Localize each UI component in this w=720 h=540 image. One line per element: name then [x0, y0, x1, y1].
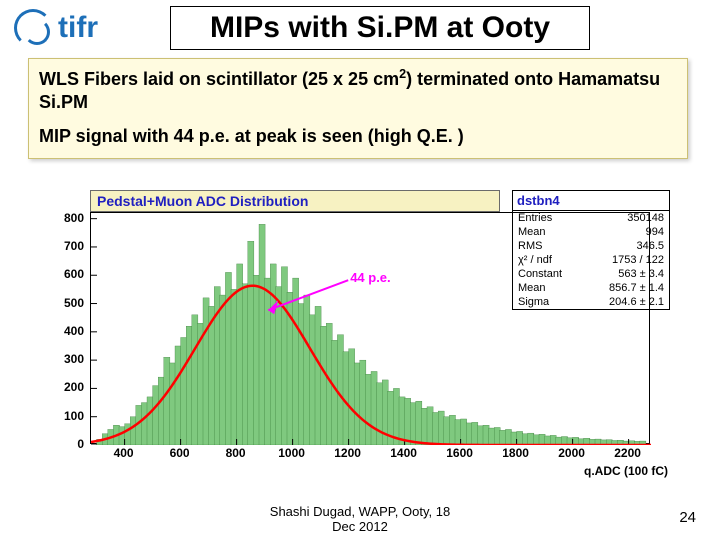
chart-title: Pedstal+Muon ADC Distribution: [90, 190, 500, 212]
page-number: 24: [679, 509, 696, 526]
x-tick: 1400: [390, 446, 417, 460]
slide-title: MIPs with Si.PM at Ooty: [179, 11, 581, 45]
y-tick: 800: [64, 211, 84, 225]
y-tick: 600: [64, 267, 84, 281]
x-tick: 400: [114, 446, 134, 460]
x-tick: 2200: [614, 446, 641, 460]
desc-line-2: MIP signal with 44 p.e. at peak is seen …: [39, 125, 677, 148]
x-axis-label: q.ADC (100 fC): [584, 464, 668, 478]
footer-line1: Shashi Dugad, WAPP, Ooty, 18: [270, 504, 450, 519]
x-tick: 800: [226, 446, 246, 460]
logo-swirl-icon: [14, 9, 52, 47]
x-tick: 2000: [558, 446, 585, 460]
footer-line2: Dec 2012: [332, 519, 388, 534]
svg-text:44 p.e.: 44 p.e.: [350, 270, 390, 285]
y-tick: 400: [64, 324, 84, 338]
y-tick: 100: [64, 409, 84, 423]
x-axis: 400 600 800 1000 1200 1400 1600 1800 2000 2200: [90, 446, 650, 464]
x-tick: 1800: [502, 446, 529, 460]
slide-title-box: MIPs with Si.PM at Ooty: [170, 6, 590, 50]
x-tick: 600: [170, 446, 190, 460]
tifr-logo: tifr: [14, 8, 144, 48]
desc-line-1: WLS Fibers laid on scintillator (25 x 25…: [39, 67, 677, 113]
chart-container: Pedstal+Muon ADC Distribution dstbn4 Ent…: [40, 190, 670, 485]
logo-text: tifr: [58, 11, 98, 45]
x-tick: 1200: [334, 446, 361, 460]
footer: Shashi Dugad, WAPP, Ooty, 18 Dec 2012: [0, 504, 720, 534]
y-axis: 0100200300400500600700800: [40, 212, 88, 444]
description-box: WLS Fibers laid on scintillator (25 x 25…: [28, 58, 688, 159]
y-tick: 700: [64, 239, 84, 253]
y-tick: 0: [77, 437, 84, 451]
x-tick: 1600: [446, 446, 473, 460]
logo-word: tifr: [58, 11, 98, 45]
plot-area: 44 p.e.: [90, 212, 650, 444]
y-tick: 200: [64, 380, 84, 394]
x-tick: 1000: [278, 446, 305, 460]
y-tick: 300: [64, 352, 84, 366]
histogram-svg: 44 p.e.: [91, 213, 651, 445]
stats-title: dstbn4: [513, 191, 669, 211]
y-tick: 500: [64, 296, 84, 310]
desc-line-1a: WLS Fibers laid on scintillator (25 x 25…: [39, 69, 399, 89]
